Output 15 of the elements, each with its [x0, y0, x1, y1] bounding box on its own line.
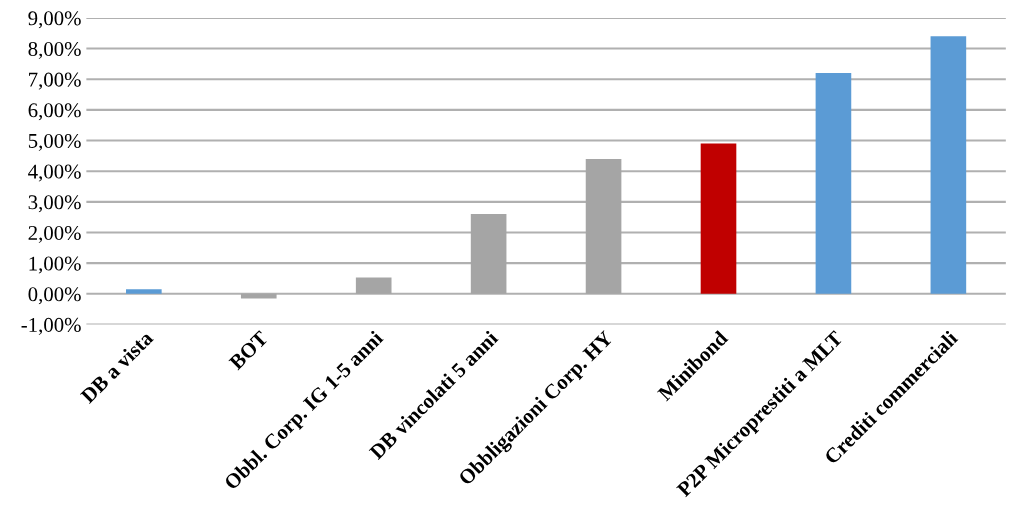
- bar: [700, 143, 737, 294]
- y-tick-label: 7,00%: [29, 72, 81, 90]
- y-tick-label: 9,00%: [28, 11, 81, 29]
- bar: [126, 289, 162, 294]
- y-tick-label: 2,00%: [28, 225, 81, 243]
- bar: [930, 36, 967, 294]
- y-tick-label: 8,00%: [28, 41, 81, 59]
- y-tick-label: -1,00%: [21, 317, 81, 335]
- bar: [815, 73, 852, 294]
- y-tick-label: 6,00%: [28, 103, 81, 121]
- y-tick-label: 5,00%: [28, 133, 81, 151]
- y-tick-label: 0,00%: [28, 287, 81, 305]
- y-tick-label: 3,00%: [28, 195, 81, 213]
- y-tick-label: 1,00%: [29, 256, 81, 274]
- y-tick-label: 4,00%: [28, 164, 81, 182]
